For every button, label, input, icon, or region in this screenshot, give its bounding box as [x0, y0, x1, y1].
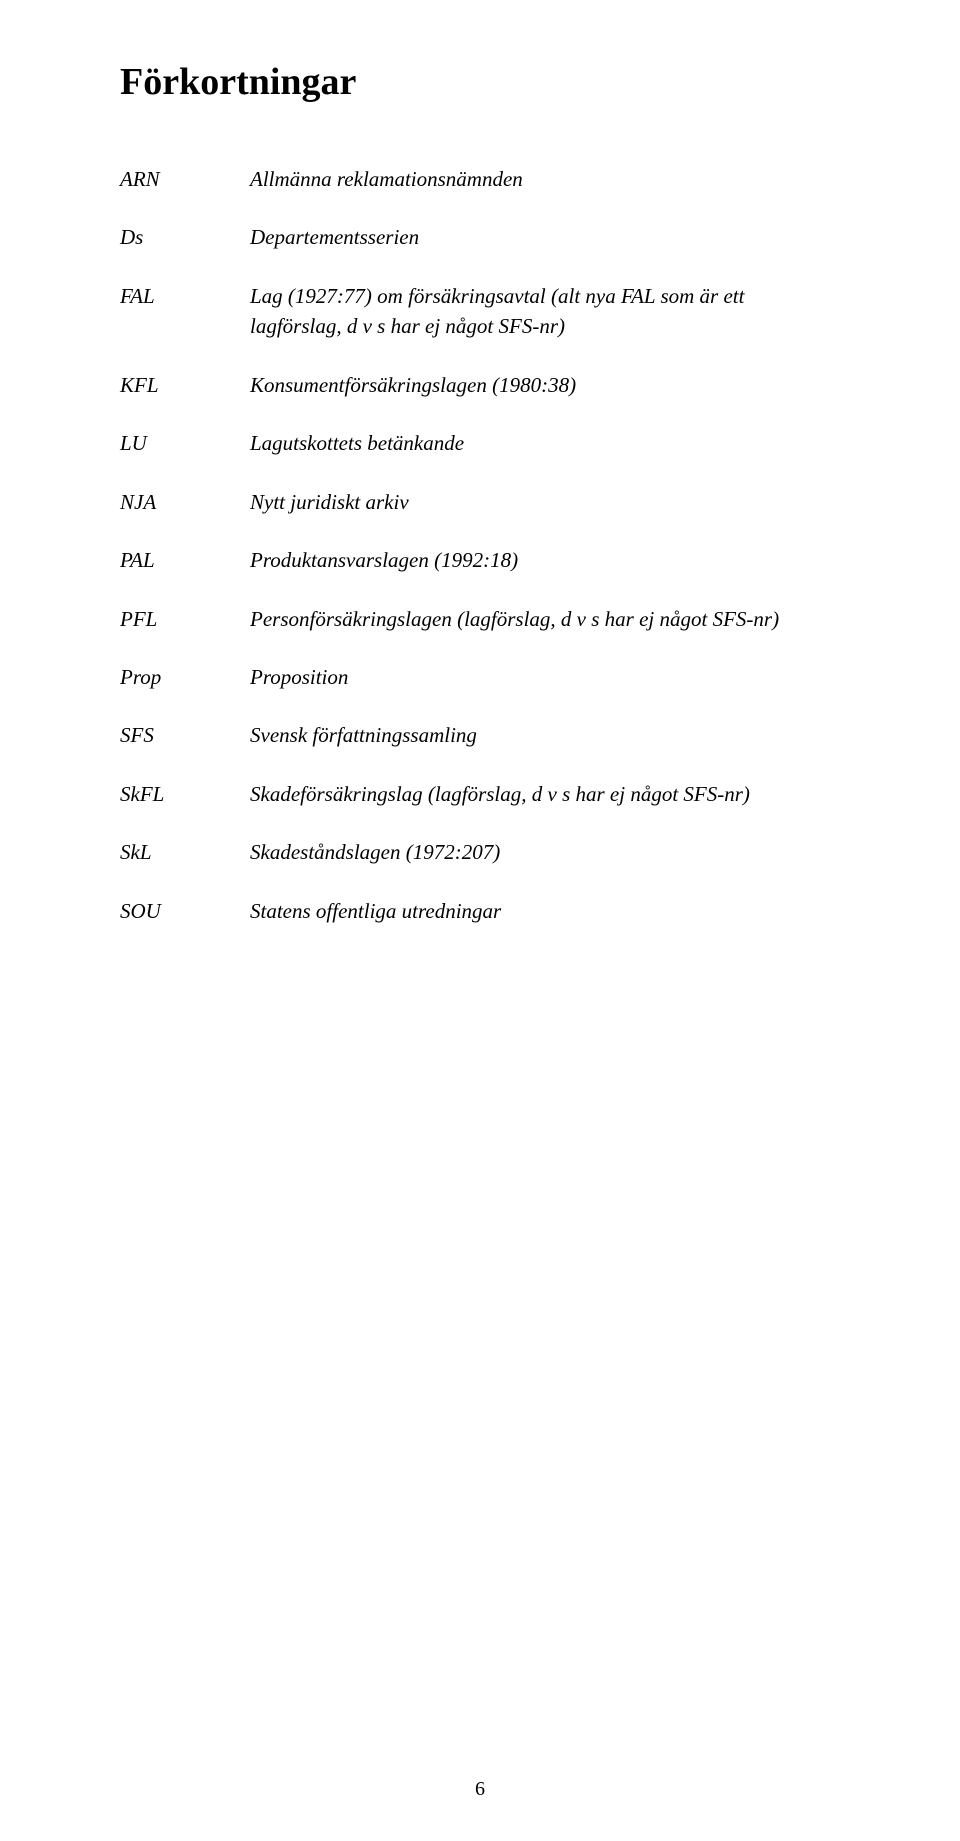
abbreviation-definition: Skadeståndslagen (1972:207) — [250, 837, 840, 867]
abbreviation-term: Prop — [120, 662, 250, 692]
abbreviation-row: SFS Svensk författningssamling — [120, 720, 840, 750]
abbreviation-term: SFS — [120, 720, 250, 750]
abbreviation-row: SOU Statens offentliga utredningar — [120, 896, 840, 926]
abbreviation-term: FAL — [120, 281, 250, 311]
abbreviation-definition: Nytt juridiskt arkiv — [250, 487, 840, 517]
abbreviation-row: LU Lagutskottets betänkande — [120, 428, 840, 458]
abbreviation-definition: Statens offentliga utredningar — [250, 896, 840, 926]
abbreviation-row: Ds Departementsserien — [120, 222, 840, 252]
abbreviation-row: NJA Nytt juridiskt arkiv — [120, 487, 840, 517]
abbreviation-definition: Lagutskottets betänkande — [250, 428, 840, 458]
page-title: Förkortningar — [120, 60, 840, 104]
abbreviation-term: KFL — [120, 370, 250, 400]
abbreviation-definition: Proposition — [250, 662, 840, 692]
abbreviation-row: SkFL Skadeförsäkringslag (lagförslag, d … — [120, 779, 840, 809]
abbreviation-term: SkFL — [120, 779, 250, 809]
abbreviation-definition: Personförsäkringslagen (lagförslag, d v … — [250, 604, 840, 634]
abbreviation-row: PAL Produktansvarslagen (1992:18) — [120, 545, 840, 575]
page-number: 6 — [0, 1778, 960, 1801]
abbreviation-row: ARN Allmänna reklamationsnämnden — [120, 164, 840, 194]
abbreviation-definition: Svensk författningssamling — [250, 720, 840, 750]
abbreviation-row: Prop Proposition — [120, 662, 840, 692]
abbreviation-definition: Lag (1927:77) om försäkringsavtal (alt n… — [250, 281, 840, 342]
abbreviation-list: ARN Allmänna reklamationsnämnden Ds Depa… — [120, 164, 840, 926]
abbreviation-row: KFL Konsumentförsäkringslagen (1980:38) — [120, 370, 840, 400]
abbreviation-term: PAL — [120, 545, 250, 575]
abbreviation-definition: Allmänna reklamationsnämnden — [250, 164, 840, 194]
abbreviation-definition: Departementsserien — [250, 222, 840, 252]
abbreviation-row: FAL Lag (1927:77) om försäkringsavtal (a… — [120, 281, 840, 342]
abbreviation-term: Ds — [120, 222, 250, 252]
abbreviation-row: PFL Personförsäkringslagen (lagförslag, … — [120, 604, 840, 634]
abbreviation-term: LU — [120, 428, 250, 458]
abbreviation-term: ARN — [120, 164, 250, 194]
abbreviation-term: SOU — [120, 896, 250, 926]
abbreviation-term: SkL — [120, 837, 250, 867]
abbreviation-definition: Produktansvarslagen (1992:18) — [250, 545, 840, 575]
abbreviation-definition: Skadeförsäkringslag (lagförslag, d v s h… — [250, 779, 840, 809]
abbreviation-term: PFL — [120, 604, 250, 634]
abbreviation-term: NJA — [120, 487, 250, 517]
abbreviation-row: SkL Skadeståndslagen (1972:207) — [120, 837, 840, 867]
abbreviation-definition: Konsumentförsäkringslagen (1980:38) — [250, 370, 840, 400]
